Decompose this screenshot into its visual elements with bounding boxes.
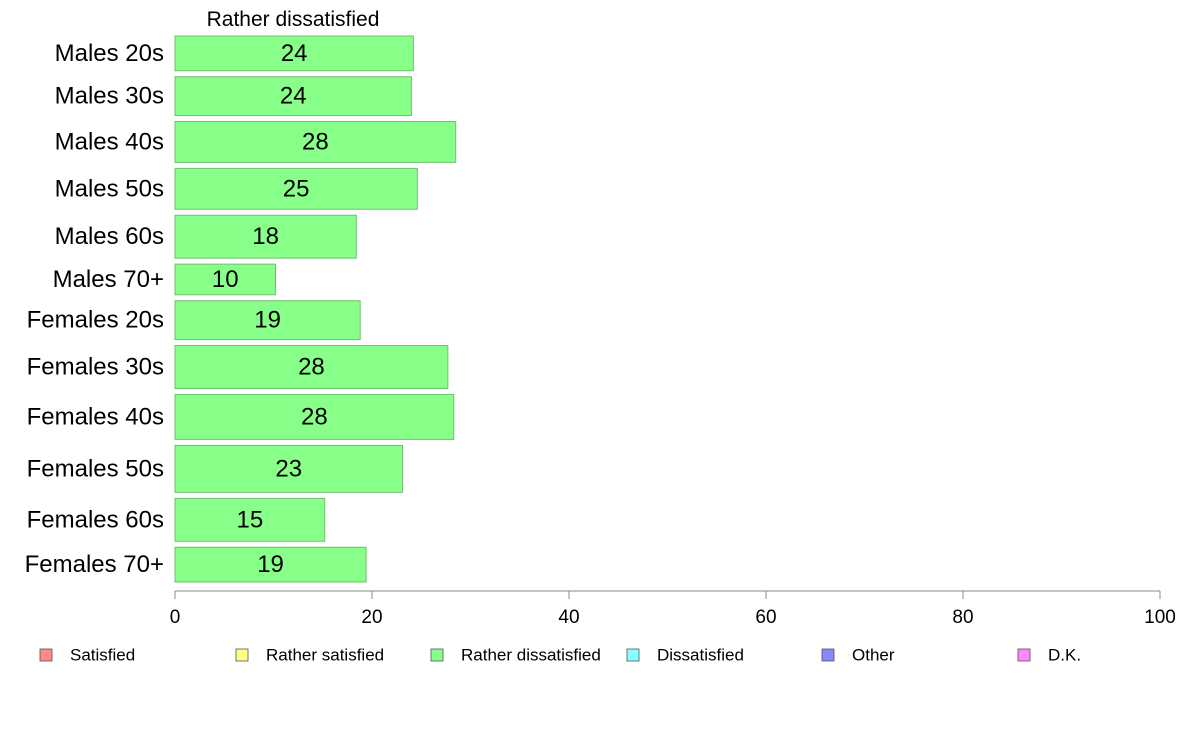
category-label-females-50s: Females 50s xyxy=(27,455,164,482)
category-label-females-60s: Females 60s xyxy=(27,506,164,533)
category-label-males-30s: Males 30s xyxy=(55,83,164,110)
category-label-males-50s: Males 50s xyxy=(55,175,164,202)
value-label-females-60s: 15 xyxy=(237,506,264,533)
x-tick-label-0: 0 xyxy=(170,607,181,628)
bar-males-50s xyxy=(174,167,418,210)
value-label-females-20s: 19 xyxy=(254,307,281,334)
bar-females-20s xyxy=(174,300,361,341)
legend-label-rather-dissatisfied: Rather dissatisfied xyxy=(461,646,601,665)
value-label-females-30s: 28 xyxy=(298,354,325,381)
legend-swatch-d-k xyxy=(1017,648,1031,662)
legend: Satisfied Rather satisfied Rather dissatis… xyxy=(39,646,1081,665)
value-label-males-50s: 25 xyxy=(283,175,310,202)
x-tick-label-20: 20 xyxy=(361,607,382,628)
value-label-females-40s: 28 xyxy=(301,403,328,430)
legend-label-d-k: D.K. xyxy=(1048,646,1081,665)
value-label-males-20s: 24 xyxy=(281,40,308,67)
legend-swatch-satisfied xyxy=(39,648,53,662)
bar-females-70 xyxy=(174,546,367,583)
x-tick-label-40: 40 xyxy=(558,607,579,628)
bars-group: Males 20s 24 Males 30s 24 Males 40s 28 Males 5… xyxy=(25,35,457,583)
legend-swatch-other xyxy=(821,648,835,662)
value-label-males-70: 10 xyxy=(212,266,239,293)
panel-title: Rather dissatisfied xyxy=(207,8,380,31)
value-label-females-50s: 23 xyxy=(275,455,302,482)
value-label-females-70: 19 xyxy=(257,551,284,578)
category-label-males-20s: Males 20s xyxy=(55,40,164,67)
bar-females-40s xyxy=(174,393,455,440)
category-label-males-70: Males 70+ xyxy=(53,266,164,293)
legend-swatch-dissatisfied xyxy=(626,648,640,662)
legend-swatch-rather-satisfied xyxy=(235,648,249,662)
category-label-females-20s: Females 20s xyxy=(27,307,164,334)
bar-males-70 xyxy=(174,263,276,296)
bar-females-50s xyxy=(174,444,404,493)
x-axis: 0 20 40 60 80 100 xyxy=(170,590,1176,628)
legend-label-rather-satisfied: Rather satisfied xyxy=(266,646,384,665)
category-label-females-70: Females 70+ xyxy=(25,551,164,578)
bar-males-60s xyxy=(174,214,357,259)
bar-males-30s xyxy=(174,76,412,117)
bar-males-20s xyxy=(174,35,414,72)
category-label-females-30s: Females 30s xyxy=(27,354,164,381)
legend-label-satisfied: Satisfied xyxy=(70,646,135,665)
category-label-females-40s: Females 40s xyxy=(27,403,164,430)
category-label-males-60s: Males 60s xyxy=(55,223,164,250)
bar-females-30s xyxy=(174,345,449,389)
value-label-males-40s: 28 xyxy=(302,128,329,155)
category-label-males-40s: Males 40s xyxy=(55,128,164,155)
legend-label-dissatisfied: Dissatisfied xyxy=(657,646,744,665)
legend-label-other: Other xyxy=(852,646,895,665)
x-tick-label-60: 60 xyxy=(755,607,776,628)
x-tick-label-80: 80 xyxy=(952,607,973,628)
value-label-males-60s: 18 xyxy=(252,223,279,250)
legend-swatch-rather-dissatisfied xyxy=(430,648,444,662)
bar-males-40s xyxy=(174,121,457,163)
bar-females-60s xyxy=(174,497,326,542)
x-tick-label-100: 100 xyxy=(1144,607,1176,628)
value-label-males-30s: 24 xyxy=(280,83,307,110)
